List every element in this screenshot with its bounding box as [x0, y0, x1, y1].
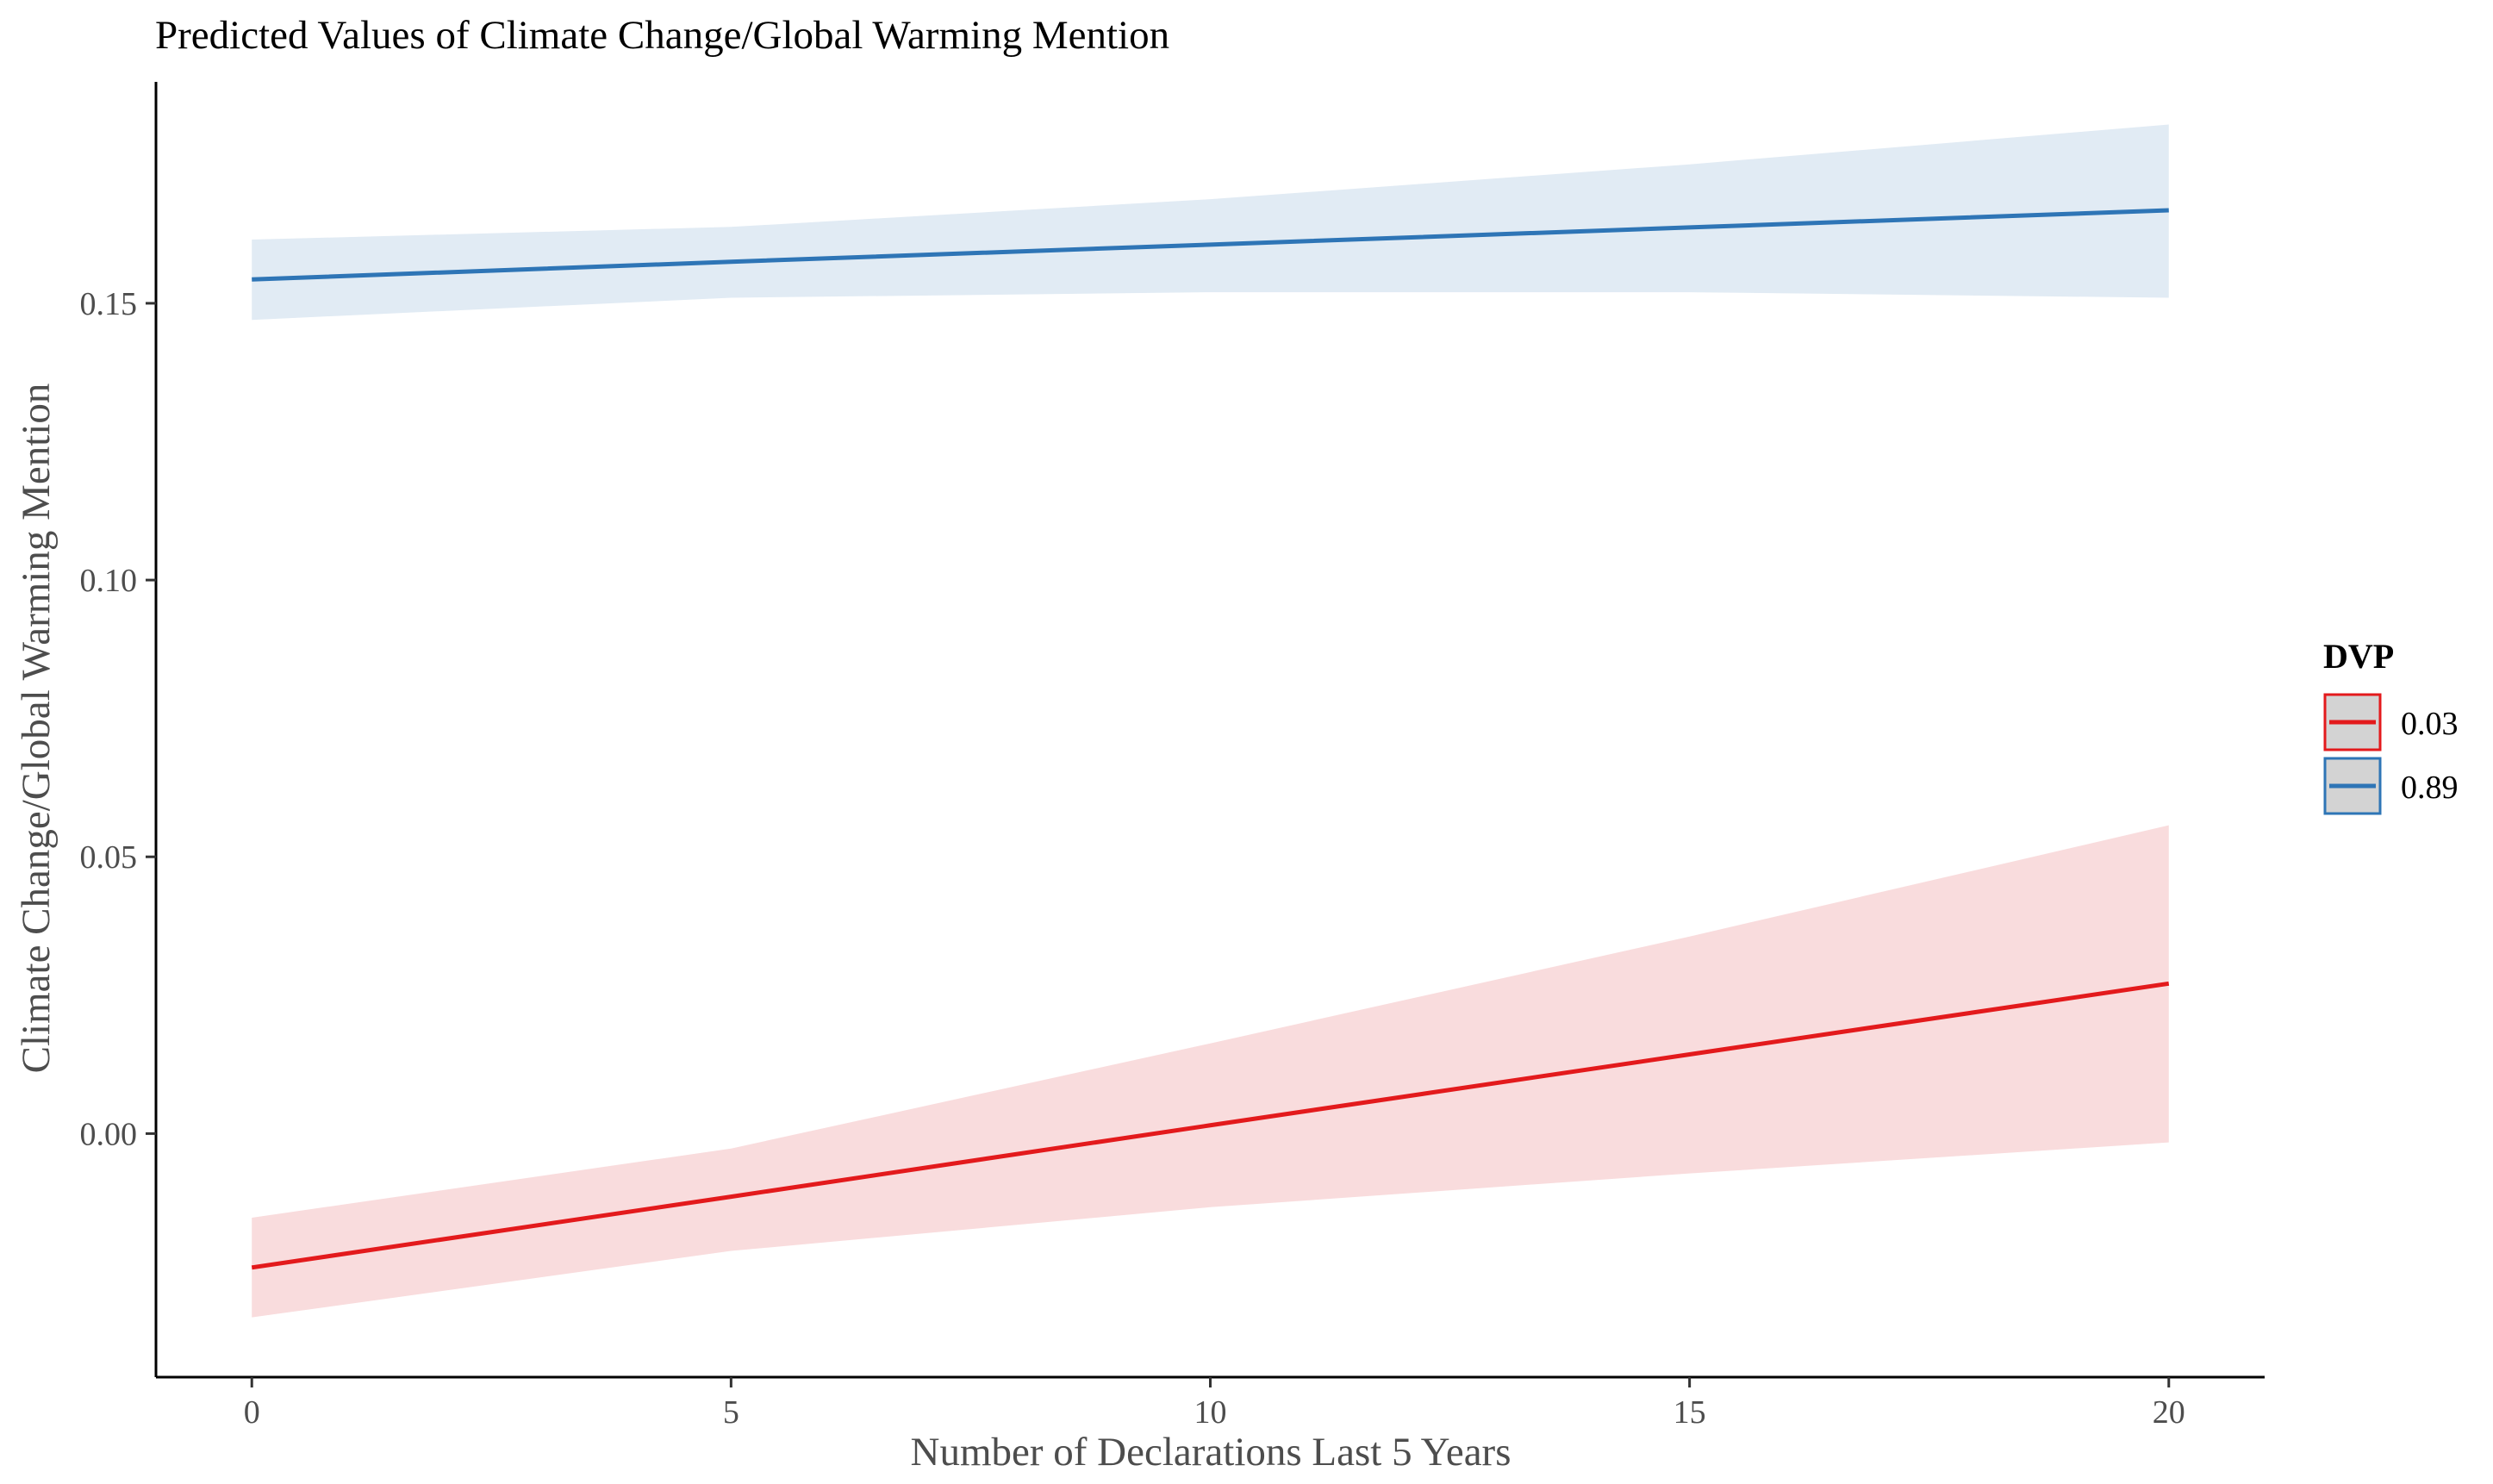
series-lines — [251, 208, 2170, 1270]
x-tick-label: 0 — [244, 1394, 260, 1431]
y-tick-label: 0.15 — [80, 286, 138, 322]
chart-title: Predicted Values of Climate Change/Globa… — [155, 13, 1169, 58]
legend-item-0.89: 0.89 — [2323, 757, 2459, 815]
confidence-band-0.89 — [252, 124, 2169, 321]
confidence-band-0.03 — [252, 825, 2169, 1318]
x-tick-label: 15 — [1673, 1394, 1706, 1431]
x-tick-label: 10 — [1194, 1394, 1227, 1431]
legend: DVP 0.03 0.89 — [2323, 637, 2459, 815]
confidence-bands — [252, 124, 2169, 1318]
x-axis-title: Number of Declarations Last 5 Years — [911, 1430, 1511, 1475]
series-line-0.89 — [252, 208, 2169, 282]
legend-title: DVP — [2323, 637, 2394, 676]
x-axis-ticks: 0 5 10 15 20 — [244, 1377, 2185, 1431]
plot-area — [251, 124, 2170, 1318]
y-tick-label: 0.00 — [80, 1116, 138, 1152]
x-tick-label: 20 — [2153, 1394, 2185, 1431]
legend-label: 0.03 — [2401, 706, 2459, 742]
y-tick-label: 0.05 — [80, 839, 138, 876]
y-axis-ticks: 0.00 0.05 0.10 0.15 — [80, 286, 156, 1152]
y-axis-title: Climate Change/Global Warming Mention — [14, 383, 59, 1074]
y-tick-label: 0.10 — [80, 563, 138, 599]
x-tick-label: 5 — [723, 1394, 739, 1431]
legend-item-0.03: 0.03 — [2323, 693, 2459, 751]
legend-label: 0.89 — [2401, 770, 2459, 806]
series-line-0.03 — [251, 981, 2170, 1270]
